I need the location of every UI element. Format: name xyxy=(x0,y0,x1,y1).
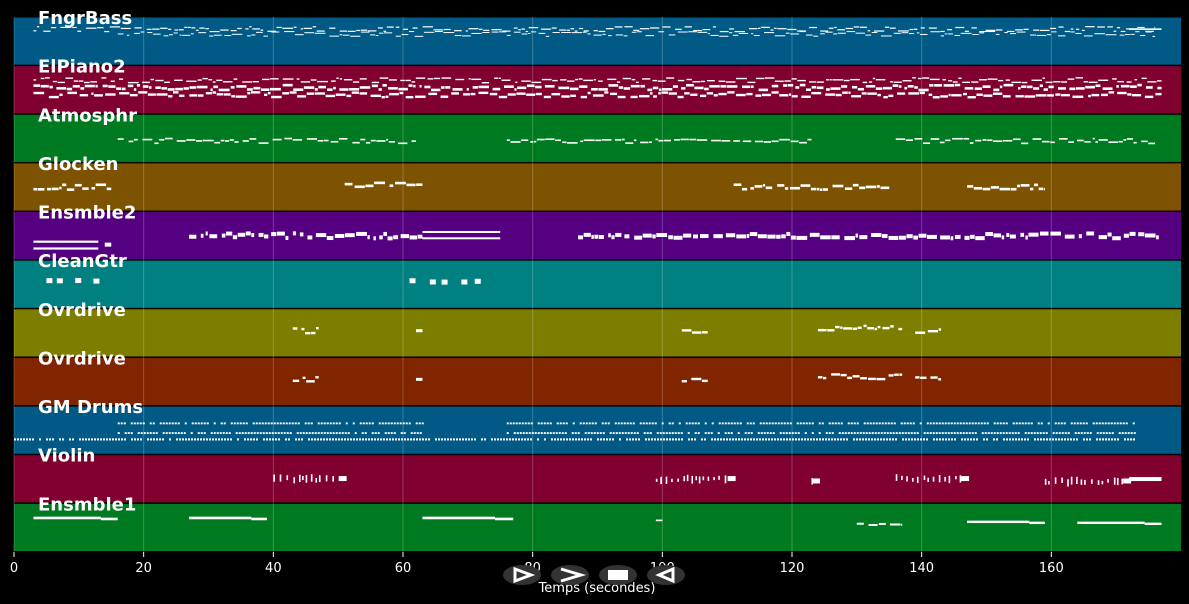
track-label: Ensmble2 xyxy=(38,203,136,224)
x-tick-label: 60 xyxy=(395,561,412,576)
grid-layer xyxy=(13,17,1052,552)
note-segment xyxy=(817,324,903,332)
track-label: Atmosphr xyxy=(38,105,137,126)
track-band-6 xyxy=(14,309,1181,357)
notes-layer xyxy=(14,26,1162,526)
note-segment xyxy=(967,183,1045,191)
track-band-8 xyxy=(14,406,1181,454)
note-segment xyxy=(33,247,99,250)
track-label: ElPiano2 xyxy=(38,57,126,78)
note-segment xyxy=(1129,477,1162,482)
note-segment xyxy=(415,329,423,333)
note-segment xyxy=(117,137,416,145)
track-label: Ensmble1 xyxy=(38,494,136,515)
note-segment xyxy=(14,438,1135,441)
note-segment xyxy=(292,376,319,383)
note-segment xyxy=(578,231,1159,241)
rewind-icon xyxy=(655,566,675,584)
note-segment xyxy=(915,328,942,334)
note-segment xyxy=(33,77,1162,84)
note-segment xyxy=(1129,28,1162,30)
x-tick-label: 120 xyxy=(780,561,805,576)
forward-button[interactable] xyxy=(551,565,589,585)
x-tick-label: 140 xyxy=(909,561,934,576)
track-label: FngrBass xyxy=(38,8,132,29)
note-segment xyxy=(817,373,903,381)
note-segment xyxy=(422,237,501,240)
note-segment xyxy=(681,329,708,334)
note-segment xyxy=(33,240,99,243)
stop-icon xyxy=(608,570,628,580)
note-segment xyxy=(415,377,423,381)
x-tick-label: 40 xyxy=(265,561,282,576)
note-segment xyxy=(1044,476,1132,487)
x-tick-label: 0 xyxy=(10,561,18,576)
note-segment xyxy=(46,278,100,284)
note-segment xyxy=(655,519,663,522)
note-segment xyxy=(344,181,423,189)
rewind-button[interactable] xyxy=(647,565,685,585)
track-label: Glocken xyxy=(38,154,119,175)
note-segment xyxy=(117,422,424,425)
note-segment xyxy=(506,422,1135,425)
track-band-0 xyxy=(14,17,1181,65)
note-segment xyxy=(33,516,118,521)
note-segment xyxy=(409,278,481,285)
note-segment xyxy=(33,83,1162,92)
note-segment xyxy=(681,377,708,383)
track-band-3 xyxy=(14,163,1181,211)
note-segment xyxy=(1077,521,1162,526)
note-segment xyxy=(655,474,736,485)
note-segment xyxy=(856,522,903,526)
track-band-7 xyxy=(14,357,1181,406)
play-icon xyxy=(513,566,536,584)
note-segment xyxy=(33,183,112,191)
track-label: Ovrdrive xyxy=(38,348,126,369)
note-segment xyxy=(189,516,267,521)
note-segment xyxy=(895,474,970,484)
track-band-5 xyxy=(14,260,1181,308)
track-label: Ovrdrive xyxy=(38,300,126,321)
track-band-9 xyxy=(14,455,1181,503)
track-label: GM Drums xyxy=(38,397,143,418)
forward-icon xyxy=(560,567,587,583)
x-tick-label: 20 xyxy=(135,561,152,576)
note-segment xyxy=(506,432,1136,435)
note-segment xyxy=(189,231,423,241)
note-segment xyxy=(292,327,319,335)
labels-layer: FngrBass ElPiano2 Atmosphr Glocken Ensmble2 C… xyxy=(38,8,143,515)
note-segment xyxy=(915,376,942,381)
track-label: Violin xyxy=(38,446,95,467)
note-segment xyxy=(967,520,1045,525)
note-segment xyxy=(895,137,1156,145)
note-segment xyxy=(117,31,1156,37)
note-segment xyxy=(811,478,820,485)
tracks-layer xyxy=(14,17,1181,551)
stop-button[interactable] xyxy=(599,565,637,585)
x-tick-label: 160 xyxy=(1039,561,1064,576)
note-segment xyxy=(33,91,1162,99)
note-segment xyxy=(733,183,890,191)
note-segment xyxy=(506,138,812,144)
note-segment xyxy=(422,230,501,233)
play-button[interactable] xyxy=(503,565,541,585)
track-label: CleanGtr xyxy=(38,251,127,272)
note-segment xyxy=(422,516,514,521)
note-segment xyxy=(33,26,1156,33)
note-segment xyxy=(117,432,422,435)
track-band-10 xyxy=(14,503,1181,551)
track-band-2 xyxy=(14,114,1181,162)
note-segment xyxy=(273,474,347,484)
note-segment xyxy=(104,242,112,247)
